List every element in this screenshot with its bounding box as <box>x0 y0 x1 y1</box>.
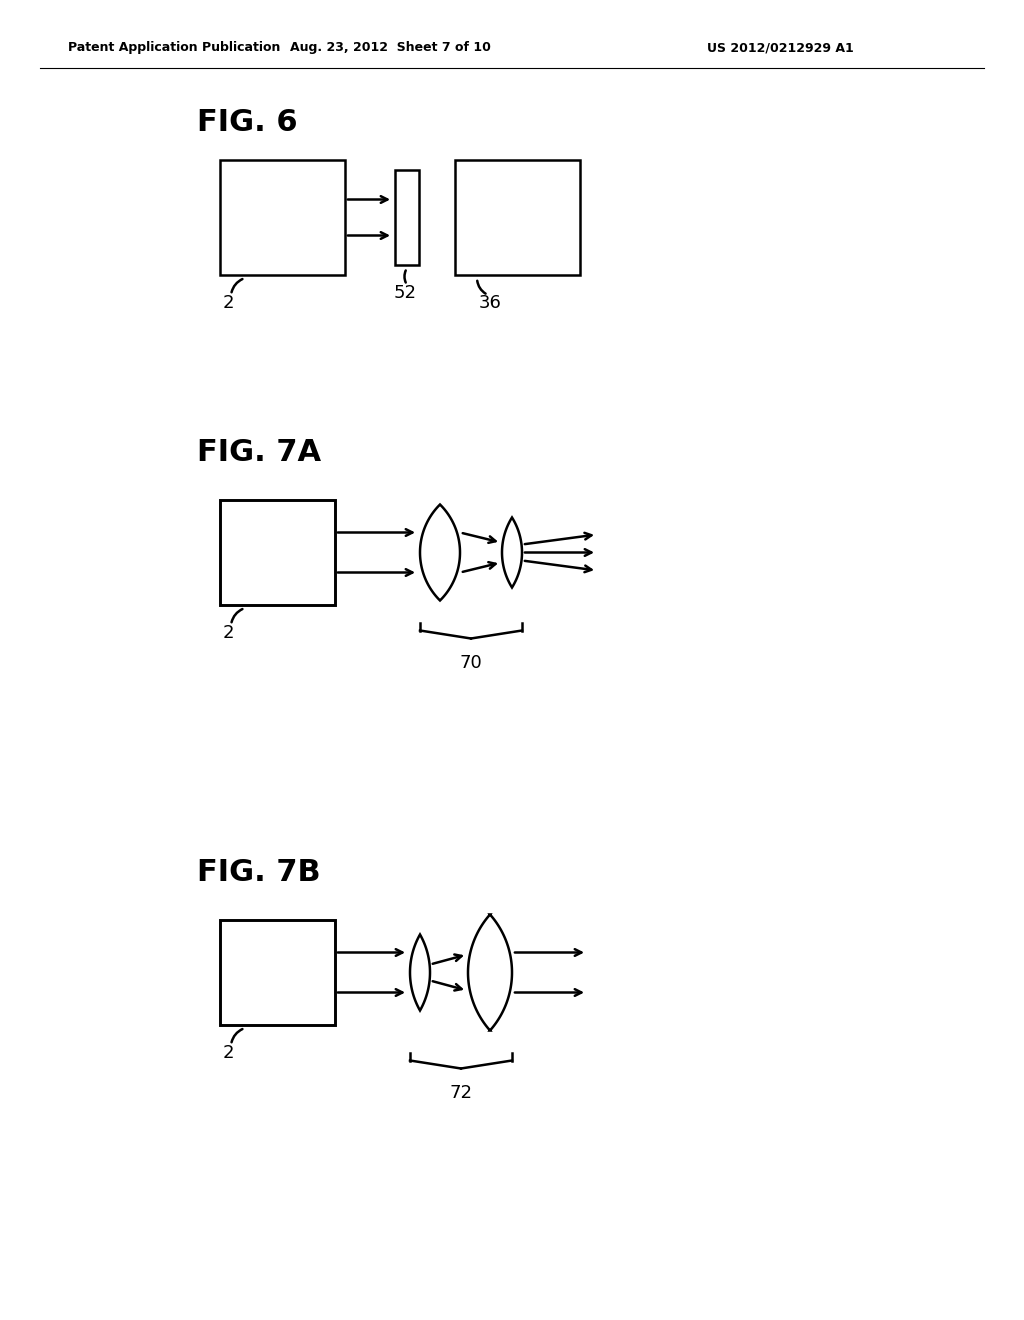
Text: 2: 2 <box>222 624 233 642</box>
Text: FIG. 7B: FIG. 7B <box>197 858 321 887</box>
Polygon shape <box>410 935 430 1011</box>
Text: 2: 2 <box>222 1044 233 1063</box>
Text: 52: 52 <box>393 284 417 302</box>
Bar <box>395 170 419 265</box>
Bar <box>220 920 335 1026</box>
Bar <box>220 500 335 605</box>
Polygon shape <box>468 915 512 1031</box>
Text: Aug. 23, 2012  Sheet 7 of 10: Aug. 23, 2012 Sheet 7 of 10 <box>290 41 490 54</box>
Bar <box>220 160 345 275</box>
Text: Patent Application Publication: Patent Application Publication <box>68 41 281 54</box>
Text: US 2012/0212929 A1: US 2012/0212929 A1 <box>707 41 853 54</box>
Polygon shape <box>420 504 460 601</box>
Bar <box>455 160 580 275</box>
Text: 72: 72 <box>450 1085 472 1102</box>
Text: FIG. 6: FIG. 6 <box>197 108 298 137</box>
Text: 70: 70 <box>460 655 482 672</box>
Polygon shape <box>502 517 522 587</box>
Text: 2: 2 <box>222 294 233 312</box>
Text: FIG. 7A: FIG. 7A <box>197 438 322 467</box>
Text: 36: 36 <box>478 294 502 312</box>
